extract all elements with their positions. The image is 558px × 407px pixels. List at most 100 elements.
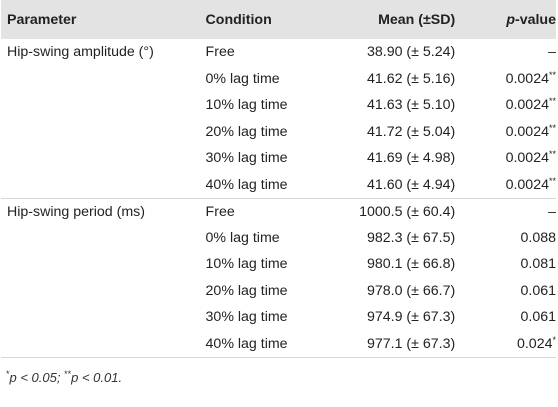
table-row: 40% lag time 977.1 (± 67.3) 0.024* (1, 330, 556, 358)
significance-marker: * (552, 334, 556, 345)
footnote-symbol-2: ** (64, 368, 72, 379)
table-row: 20% lag time 41.72 (± 5.04) 0.0024** (1, 119, 556, 146)
cell-parameter: Hip-swing amplitude (°) (7, 44, 154, 61)
p-value-number: 0.081 (520, 256, 556, 273)
cell-condition: 40% lag time (205, 176, 288, 193)
header-p-value: p-value (479, 0, 556, 39)
cell-p-value: 0.0024** (479, 172, 556, 199)
cell-p-value: 0.0024** (479, 66, 556, 93)
cell-condition: 30% lag time (205, 150, 288, 167)
cell-parameter (1, 172, 206, 199)
table-row: 30% lag time 974.9 (± 67.3) 0.061 (1, 304, 556, 331)
table-row: Hip-swing period (ms) Free 1000.5 (± 60.4)… (1, 197, 556, 225)
footnote-text-1: p < 0.05; (9, 369, 65, 385)
p-value-number: 0.024 (516, 335, 553, 352)
cell-p-value: 0.061 (479, 304, 556, 331)
table-row: 40% lag time 41.60 (± 4.94) 0.0024** (1, 172, 556, 199)
cell-mean-sd: 41.72 (± 5.04) (366, 123, 456, 140)
cell-mean-sd: 41.63 (± 5.10) (366, 97, 456, 114)
cell-parameter (1, 251, 206, 278)
cell-mean-sd: 980.1 (± 66.8) (366, 256, 456, 273)
table-row: 10% lag time 41.63 (± 5.10) 0.0024** (1, 92, 556, 119)
p-value-wrapper: 0.0024** (488, 123, 556, 140)
cell-mean-sd: 41.62 (± 5.16) (366, 70, 456, 87)
header-parameter: Parameter (7, 11, 77, 28)
cell-p-value: – (479, 39, 556, 66)
cell-mean-sd: 978.0 (± 66.7) (366, 282, 456, 299)
table-row: Hip-swing amplitude (°) Free 38.90 (± 5.24… (1, 39, 556, 66)
p-value-number: 0.0024 (505, 70, 549, 87)
cell-condition: 20% lag time (205, 282, 288, 299)
p-value-number: 0.061 (520, 282, 556, 299)
table-body: Hip-swing amplitude (°) Free 38.90 (± 5.24… (1, 39, 556, 358)
cell-p-value: 0.0024** (479, 119, 556, 146)
footnote-text-2: p < 0.01. (71, 369, 123, 385)
data-table-container: Parameter Condition Mean (±SD) p-value H… (1, 0, 558, 385)
p-value-wrapper: – (488, 204, 556, 220)
significance-marker: ** (548, 96, 556, 107)
header-condition: Condition (205, 11, 272, 28)
cell-condition: Free (205, 197, 321, 225)
cell-parameter (1, 145, 206, 172)
significance-marker: ** (548, 69, 556, 80)
cell-condition: 0% lag time (205, 70, 280, 87)
cell-p-value: 0.061 (479, 278, 556, 305)
cell-p-value: 0.024* (479, 330, 556, 358)
p-value-number: 0.061 (520, 309, 556, 326)
cell-parameter (1, 278, 206, 305)
cell-condition: Free (205, 44, 235, 61)
table-footnote: *p < 0.05; **p < 0.01. (6, 368, 558, 385)
cell-mean-sd: 982.3 (± 67.5) (366, 229, 456, 246)
cell-condition: 10% lag time (205, 97, 288, 114)
significance-marker: ** (548, 175, 556, 186)
p-value-wrapper: 0.0024** (488, 69, 556, 87)
cell-condition: 0% lag time (205, 229, 280, 246)
table-row: 10% lag time 980.1 (± 66.8) 0.081 (1, 251, 556, 278)
cell-parameter (1, 225, 206, 252)
cell-p-value: 0.0024** (479, 145, 556, 172)
cell-parameter (1, 330, 206, 358)
cell-p-value: 0.088 (479, 225, 556, 252)
p-value-wrapper: 0.0024** (488, 149, 556, 167)
cell-parameter (1, 119, 206, 146)
p-value-wrapper: 0.0024** (488, 96, 556, 114)
cell-parameter (1, 92, 206, 119)
footnote-symbol-1: * (6, 368, 10, 379)
cell-mean-sd: 38.90 (± 5.24) (366, 44, 456, 61)
p-value-number: 0.0024 (505, 97, 549, 114)
cell-condition: 20% lag time (205, 123, 288, 140)
p-value-number: – (548, 203, 556, 220)
p-value-wrapper: 0.088 (488, 230, 556, 246)
p-value-number: 0.088 (520, 229, 556, 246)
header-p-suffix: -value (514, 11, 556, 28)
p-value-number: 0.0024 (505, 176, 549, 193)
table-row: 0% lag time 41.62 (± 5.16) 0.0024** (1, 66, 556, 93)
p-value-wrapper: – (488, 44, 556, 60)
cell-condition: 40% lag time (205, 330, 321, 358)
cell-mean-sd: 974.9 (± 67.3) (366, 309, 456, 326)
cell-parameter (1, 304, 206, 331)
p-value-number: 0.0024 (505, 150, 549, 167)
cell-condition: 10% lag time (205, 256, 288, 273)
results-table: Parameter Condition Mean (±SD) p-value H… (1, 0, 556, 358)
header-mean: Mean (±SD) (378, 11, 456, 28)
p-value-wrapper: 0.081 (488, 256, 556, 272)
p-value-wrapper: 0.024* (488, 334, 556, 352)
cell-mean-sd: 41.69 (± 4.98) (366, 150, 456, 167)
cell-parameter: Hip-swing period (ms) (1, 197, 206, 225)
p-value-number: 0.0024 (505, 123, 549, 140)
p-value-wrapper: 0.061 (488, 309, 556, 325)
cell-p-value: 0.0024** (479, 92, 556, 119)
cell-mean-sd: 41.60 (± 4.94) (366, 176, 456, 193)
header-p-letter: p (506, 11, 515, 28)
table-header-row: Parameter Condition Mean (±SD) p-value (1, 0, 556, 39)
p-value-wrapper: 0.0024** (488, 175, 556, 193)
table-row: 0% lag time 982.3 (± 67.5) 0.088 (1, 225, 556, 252)
table-row: 30% lag time 41.69 (± 4.98) 0.0024** (1, 145, 556, 172)
p-value-wrapper: 0.061 (488, 283, 556, 299)
p-value-number: – (548, 44, 556, 61)
cell-condition: 30% lag time (205, 309, 288, 326)
table-row: 20% lag time 978.0 (± 66.7) 0.061 (1, 278, 556, 305)
significance-marker: ** (548, 149, 556, 160)
cell-mean-sd: 977.1 (± 67.3) (320, 330, 480, 358)
